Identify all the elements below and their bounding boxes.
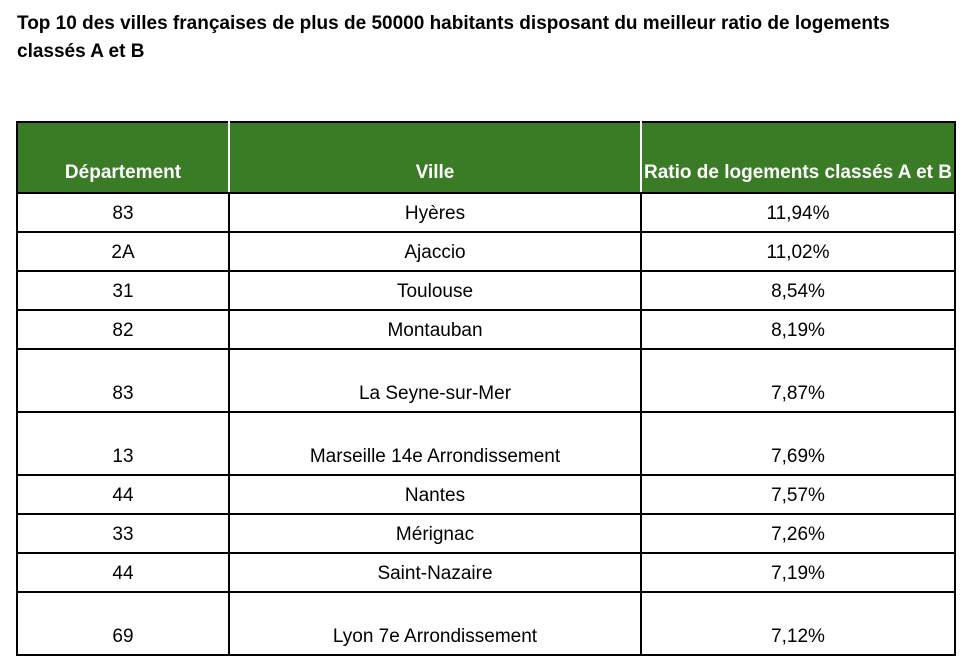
cell-ville: Toulouse: [228, 270, 642, 311]
header-ratio: Ratio de logements classés A et B: [640, 121, 956, 194]
table-row: 44 Saint-Nazaire 7,19%: [16, 552, 956, 593]
table-row: 31 Toulouse 8,54%: [16, 270, 956, 311]
cell-departement: 82: [16, 309, 230, 350]
cell-ratio: 7,12%: [640, 591, 956, 656]
cell-ratio: 7,19%: [640, 552, 956, 593]
cell-ville: Mérignac: [228, 513, 642, 554]
cell-ville: La Seyne-sur-Mer: [228, 348, 642, 413]
cell-departement: 44: [16, 474, 230, 515]
cell-ratio: 7,87%: [640, 348, 956, 413]
cell-ratio: 8,54%: [640, 270, 956, 311]
table-row: 2A Ajaccio 11,02%: [16, 231, 956, 272]
table-header-row: Département Ville Ratio de logements cla…: [16, 121, 956, 194]
cell-ratio: 11,94%: [640, 192, 956, 233]
table-row: 83 La Seyne-sur-Mer 7,87%: [16, 348, 956, 413]
cell-departement: 13: [16, 411, 230, 476]
table-row: 33 Mérignac 7,26%: [16, 513, 956, 554]
cell-departement: 69: [16, 591, 230, 656]
table-row: 69 Lyon 7e Arrondissement 7,12%: [16, 591, 956, 656]
cell-ratio: 7,69%: [640, 411, 956, 476]
ratio-table: Département Ville Ratio de logements cla…: [16, 121, 956, 656]
cell-ratio: 7,26%: [640, 513, 956, 554]
cell-departement: 83: [16, 348, 230, 413]
table-row: 44 Nantes 7,57%: [16, 474, 956, 515]
cell-ratio: 7,57%: [640, 474, 956, 515]
page-title: Top 10 des villes françaises de plus de …: [17, 13, 890, 62]
cell-ville: Lyon 7e Arrondissement: [228, 591, 642, 656]
cell-departement: 2A: [16, 231, 230, 272]
cell-ratio: 11,02%: [640, 231, 956, 272]
table-row: 83 Hyères 11,94%: [16, 192, 956, 233]
header-ville: Ville: [228, 121, 642, 194]
cell-ville: Nantes: [228, 474, 642, 515]
header-departement: Département: [16, 121, 230, 194]
cell-ratio: 8,19%: [640, 309, 956, 350]
cell-departement: 31: [16, 270, 230, 311]
table-row: 13 Marseille 14e Arrondissement 7,69%: [16, 411, 956, 476]
cell-departement: 33: [16, 513, 230, 554]
table-row: 82 Montauban 8,19%: [16, 309, 956, 350]
cell-ville: Marseille 14e Arrondissement: [228, 411, 642, 476]
cell-ville: Ajaccio: [228, 231, 642, 272]
cell-ville: Montauban: [228, 309, 642, 350]
cell-departement: 83: [16, 192, 230, 233]
cell-ville: Hyères: [228, 192, 642, 233]
cell-ville: Saint-Nazaire: [228, 552, 642, 593]
cell-departement: 44: [16, 552, 230, 593]
